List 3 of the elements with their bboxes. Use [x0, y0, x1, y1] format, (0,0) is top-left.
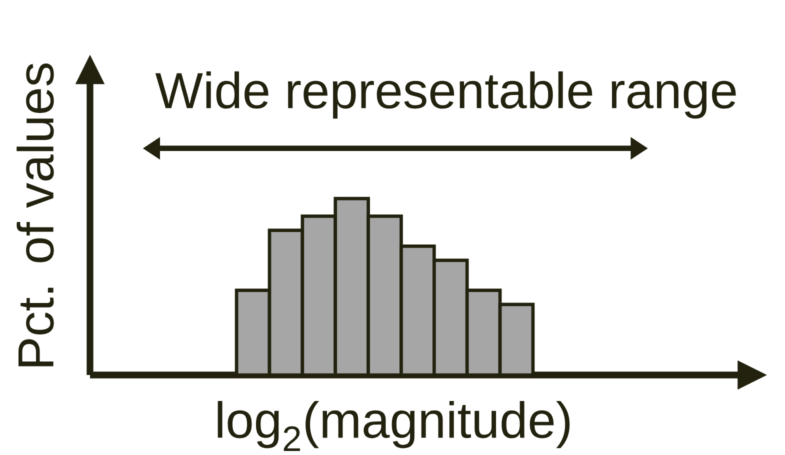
- text: Wide representable range: [155, 71, 736, 119]
- x-axis-title: log$_{2}$(magnitude): [218, 400, 570, 452]
- y-axis-title: Pct. of values: [16, 63, 54, 366]
